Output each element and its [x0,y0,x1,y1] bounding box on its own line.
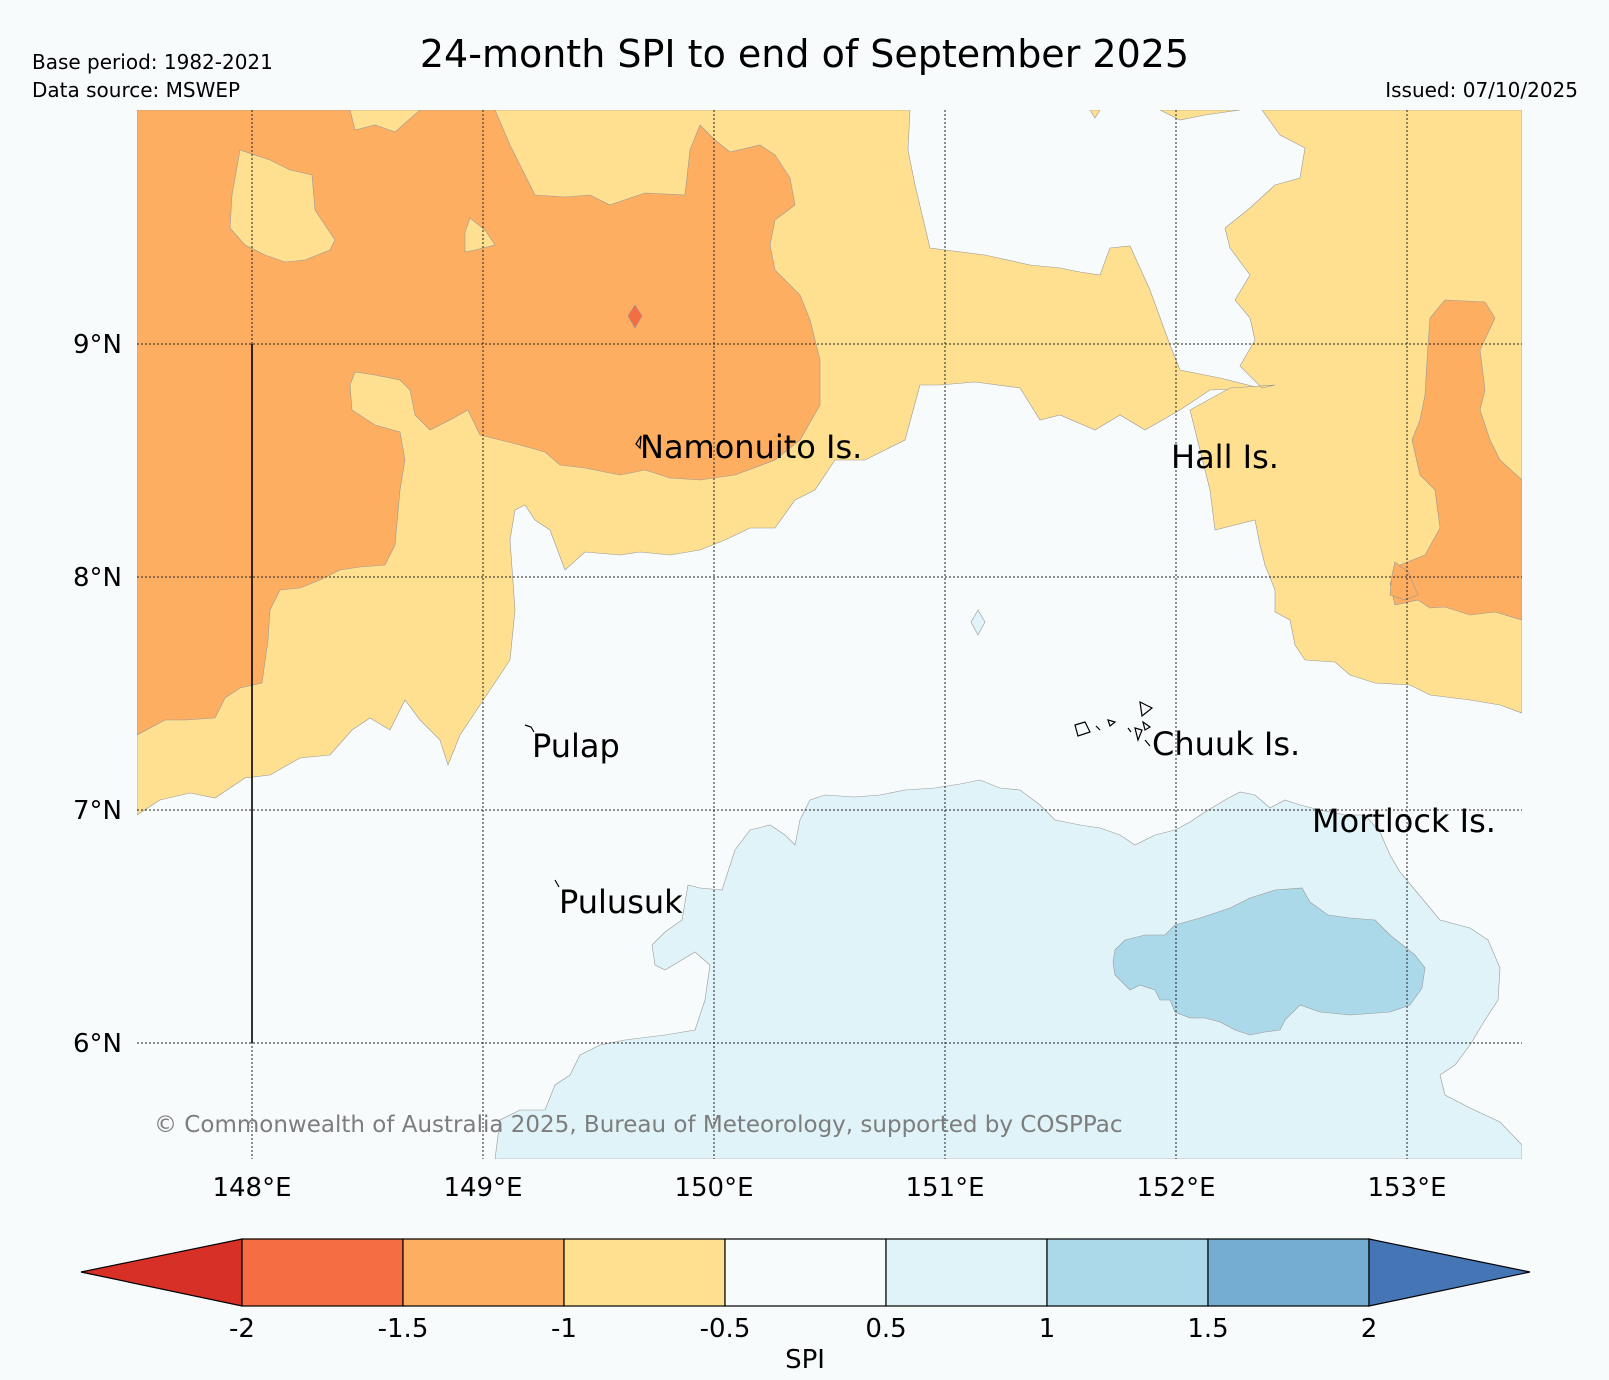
colorbar-bin-1 [241,1238,404,1307]
spi-region-wet-moderate-south [494,779,1522,1159]
colorbar-bin-3 [563,1238,726,1307]
colorbar-tick-8: 2 [1361,1314,1378,1344]
colorbar-label: SPI [785,1345,825,1375]
spi-region-dry-severe-east-patch [1389,561,1419,601]
copyright-text: © Commonwealth of Australia 2025, Bureau… [154,1112,1123,1138]
place-label-pulap: Pulap [532,727,620,765]
place-label-chuuk: Chuuk Is. [1152,725,1300,763]
spi-region-dry-moderate-patch-1 [229,149,336,263]
data-source-text: Data source: MSWEP [32,78,241,102]
issued-date-text: Issued: 07/10/2025 [1385,78,1578,102]
place-label-namonuito: Namonuito Is. [640,428,862,466]
place-label-hall: Hall Is. [1171,438,1279,476]
lon-label-153: 153°E [1367,1173,1446,1203]
colorbar-bin-2 [402,1238,565,1307]
colorbar-bin-4 [724,1238,887,1307]
lon-label-150: 150°E [674,1173,753,1203]
colorbar-bin-5 [885,1238,1048,1307]
colorbar-extend-low [80,1238,243,1307]
lon-label-151: 151°E [905,1173,984,1203]
spi-region-dry-extreme-patch [627,304,643,329]
lon-label-152: 152°E [1136,1173,1215,1203]
colorbar-bin-7 [1207,1238,1370,1307]
colorbar-ticks: -2 -1.5 -1 -0.5 0.5 1 1.5 2 [229,1314,1377,1344]
colorbar-tick-6: 1 [1039,1314,1056,1344]
longitude-labels: 148°E 149°E 150°E 151°E 152°E 153°E [212,1173,1446,1203]
lat-label-6: 6°N [73,1029,122,1059]
map-title: 24-month SPI to end of September 2025 [419,32,1190,76]
place-label-mortlock: Mortlock Is. [1312,802,1496,840]
colorbar-tick-1: -2 [229,1314,255,1344]
island-outlines [524,435,1154,888]
colorbar-tick-3: -1 [551,1314,577,1344]
colorbar-extend-high [1368,1238,1531,1307]
colorbar-bin-6 [1046,1238,1209,1307]
colorbar [80,1238,1531,1307]
spi-region-dry-moderate-patch-2 [464,217,496,253]
spi-region-dry-moderate-top [1089,110,1241,121]
map-area [137,110,1522,1159]
colorbar-tick-7: 1.5 [1187,1314,1228,1344]
place-labels: Namonuito Is. Hall Is. Pulap Chuuk Is. M… [532,428,1496,921]
colorbar-tick-5: 0.5 [865,1314,906,1344]
lat-label-7: 7°N [73,796,122,826]
lat-label-9: 9°N [73,330,122,360]
graticule [137,110,1522,1159]
lon-label-148: 148°E [212,1173,291,1203]
base-period-text: Base period: 1982-2021 [32,50,273,74]
spi-region-dry-severe-east [1389,299,1522,621]
place-label-pulusuk: Pulusuk [559,883,683,921]
colorbar-tick-2: -1.5 [378,1314,429,1344]
latitude-labels: 9°N 8°N 7°N 6°N [73,330,122,1059]
spi-region-wet-severe [1112,887,1426,1036]
colorbar-tick-4: -0.5 [700,1314,751,1344]
lat-label-8: 8°N [73,563,122,593]
lon-label-149: 149°E [443,1173,522,1203]
spi-region-wet-patch [970,609,986,636]
